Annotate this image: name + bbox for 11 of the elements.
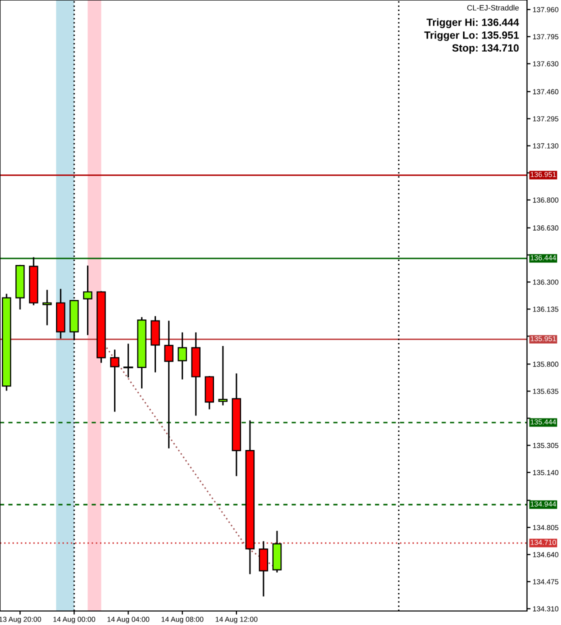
candlestick — [123, 344, 134, 378]
candlestick — [164, 320, 174, 448]
candlestick — [42, 290, 52, 326]
annotation: Trigger Lo: 135.951 — [424, 31, 519, 41]
candlestick — [110, 350, 120, 412]
annotation: Trigger Hi: 136.444 — [426, 18, 520, 28]
candlestick — [83, 266, 92, 336]
candlestick — [218, 346, 228, 406]
annotation: Stop: 134.710 — [452, 44, 519, 54]
candlestick — [178, 332, 187, 380]
candlestick — [258, 541, 268, 596]
